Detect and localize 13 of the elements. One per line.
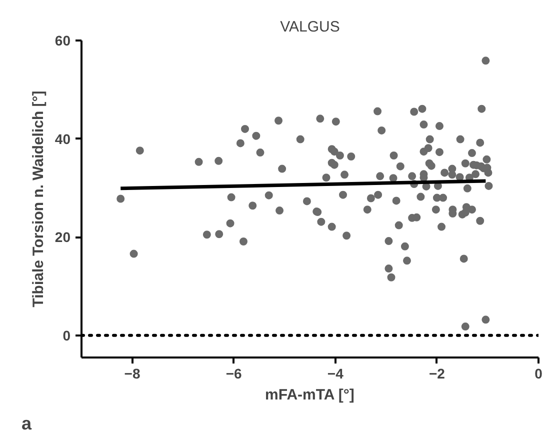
x-tick-label: −4 [327,366,344,382]
y-tick-label: 20 [54,229,71,246]
text: a [22,414,32,434]
chart-title: VALGUS [280,18,340,36]
y-axis-title: Tibiale Torsion n. Waidelich [°] [30,90,47,308]
y-tick-label: 40 [54,130,71,147]
x-tick-label: −2 [428,366,446,382]
x-tick-label: 0 [534,366,543,382]
x-tick-label: −6 [226,366,242,382]
y-tick-label: 0 [62,327,71,344]
y-tick-label: 60 [54,32,71,48]
x-axis-title: mFA-mTA [°] [265,386,354,404]
x-tick-label: −8 [124,366,140,382]
